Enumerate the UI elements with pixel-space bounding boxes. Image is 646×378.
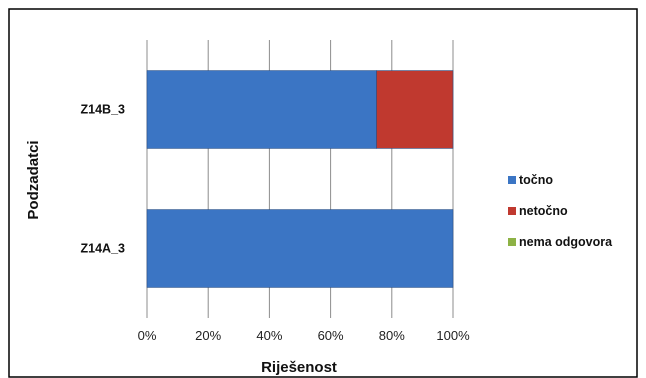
- legend-swatch: [508, 176, 516, 184]
- category-label: Z14B_3: [81, 103, 126, 117]
- x-tick-label: 20%: [195, 328, 221, 343]
- legend-label: nema odgovora: [519, 235, 613, 249]
- x-tick-label: 100%: [436, 328, 470, 343]
- legend-label: netočno: [519, 204, 568, 218]
- y-axis-title: Podzadatci: [25, 140, 42, 219]
- bar-segment: [146, 70, 377, 149]
- bar-segment: [376, 70, 454, 149]
- bar-segment: [146, 209, 454, 288]
- legend-swatch: [508, 238, 516, 246]
- x-tick-label: 0%: [138, 328, 157, 343]
- chart-border: [8, 8, 638, 378]
- category-label: Z14A_3: [81, 242, 126, 256]
- x-tick-label: 40%: [256, 328, 282, 343]
- x-axis-title: Riješenost: [261, 359, 337, 376]
- x-tick-labels: 0% 20% 40% 60% 80% 100%: [138, 328, 470, 343]
- legend: točno netočno nema odgovora: [508, 173, 613, 249]
- legend-label: točno: [519, 173, 553, 187]
- x-tick-label: 80%: [379, 328, 405, 343]
- bars: [146, 70, 454, 288]
- category-labels: Z14B_3 Z14A_3: [81, 103, 126, 256]
- x-tick-label: 60%: [318, 328, 344, 343]
- legend-swatch: [508, 207, 516, 215]
